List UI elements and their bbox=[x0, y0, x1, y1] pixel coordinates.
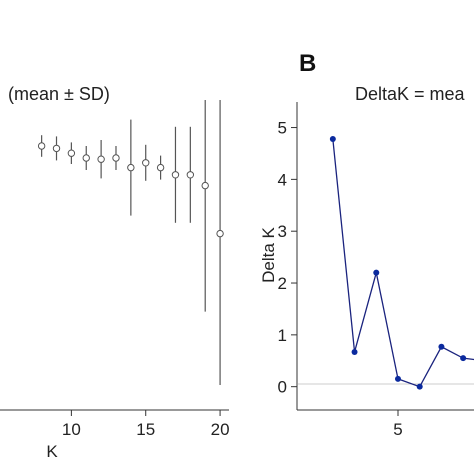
panel-b-series-line bbox=[332, 138, 474, 388]
panel-b-marks bbox=[329, 135, 474, 390]
panel-a-x-ticks: 10 15 20 bbox=[62, 410, 230, 439]
panel-b-ticks: 0 1 2 3 4 5 5 bbox=[278, 119, 403, 439]
panel-b-point bbox=[394, 375, 401, 382]
panel-a-point bbox=[82, 154, 90, 162]
panel-a-point bbox=[156, 163, 165, 172]
panel-a: (mean ± SD) 10 15 20 K bbox=[0, 84, 230, 461]
panel-a-point bbox=[97, 155, 105, 163]
panel-a-x-label: K bbox=[46, 442, 58, 461]
panel-b-y-tick-label: 4 bbox=[278, 170, 287, 189]
panel-b-point bbox=[351, 348, 358, 355]
panel-b-y-tick-label: 1 bbox=[278, 326, 287, 345]
panel-a-x-tick-label: 10 bbox=[62, 420, 81, 439]
panel-b: B DeltaK = mea 0 1 2 3 4 5 5 Delta K bbox=[259, 50, 474, 439]
panel-b-point bbox=[460, 355, 467, 362]
panel-b-point bbox=[438, 343, 445, 350]
panel-b-y-label: Delta K bbox=[259, 226, 278, 282]
panel-b-x-tick-label: 5 bbox=[393, 420, 402, 439]
panel-a-point bbox=[37, 142, 46, 150]
panel-a-x-tick-label: 20 bbox=[211, 420, 230, 439]
panel-a-point bbox=[201, 181, 209, 190]
panel-a-point bbox=[171, 171, 180, 179]
panel-b-y-tick-label: 5 bbox=[278, 119, 287, 138]
panel-b-letter: B bbox=[299, 50, 316, 77]
panel-a-point bbox=[52, 144, 61, 153]
panel-b-title: DeltaK = mea bbox=[355, 84, 466, 104]
panel-a-point bbox=[127, 163, 135, 172]
panel-a-point bbox=[112, 154, 120, 162]
panel-b-y-tick-label: 0 bbox=[278, 378, 287, 397]
panel-b-y-tick-label: 2 bbox=[278, 274, 287, 293]
panel-b-point bbox=[416, 383, 423, 390]
panel-b-y-tick-label: 3 bbox=[278, 222, 287, 241]
panel-b-point bbox=[373, 269, 380, 276]
panel-b-point bbox=[329, 135, 336, 142]
panel-a-point bbox=[186, 171, 195, 179]
panel-a-marks bbox=[37, 100, 224, 385]
panel-a-point bbox=[216, 229, 224, 238]
panel-a-title: (mean ± SD) bbox=[8, 84, 110, 104]
panel-a-point bbox=[67, 149, 76, 157]
panel-a-x-tick-label: 15 bbox=[136, 420, 155, 439]
panel-a-point bbox=[142, 159, 150, 167]
